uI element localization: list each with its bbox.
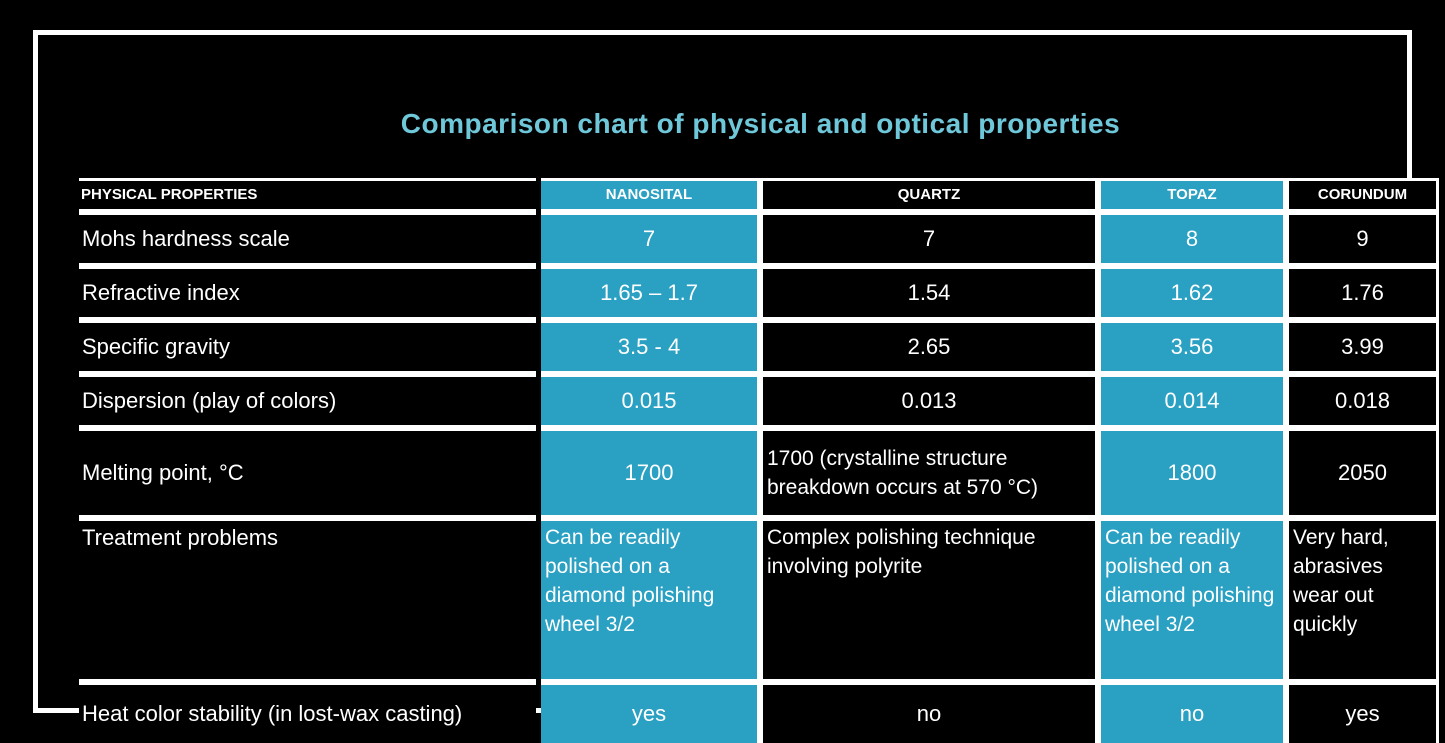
cell-dispersion-nanosital: 0.015 xyxy=(541,377,757,425)
column-header-nanosital: NANOSITAL xyxy=(541,181,757,209)
cell-treatment-quartz: Complex polishing technique involving po… xyxy=(763,521,1095,679)
cell-heatstability-topaz: no xyxy=(1101,685,1283,743)
cell-melting-topaz: 1800 xyxy=(1101,431,1283,515)
row-label-dispersion: Dispersion (play of colors) xyxy=(79,374,536,428)
column-header-physical-properties: PHYSICAL PROPERTIES xyxy=(79,178,536,212)
cell-refractive-nanosital: 1.65 – 1.7 xyxy=(541,269,757,317)
cell-heatstability-quartz: no xyxy=(763,685,1095,743)
row-label-heat-color-stability: Heat color stability (in lost-wax castin… xyxy=(79,682,536,743)
cell-dispersion-topaz: 0.014 xyxy=(1101,377,1283,425)
page-title: Comparison chart of physical and optical… xyxy=(400,108,1121,139)
property-labels-column: PHYSICAL PROPERTIES Mohs hardness scale … xyxy=(79,178,536,743)
cell-gravity-corundum: 3.99 xyxy=(1289,323,1436,371)
row-label-mohs-hardness: Mohs hardness scale xyxy=(79,212,536,266)
column-header-topaz: TOPAZ xyxy=(1101,181,1283,209)
cell-mohs-corundum: 9 xyxy=(1289,215,1436,263)
cell-mohs-topaz: 8 xyxy=(1101,215,1283,263)
column-header-quartz: QUARTZ xyxy=(763,181,1095,209)
cell-melting-nanosital: 1700 xyxy=(541,431,757,515)
values-grid: NANOSITAL QUARTZ TOPAZ CORUNDUM 7 7 8 9 … xyxy=(541,178,1439,743)
cell-refractive-corundum: 1.76 xyxy=(1289,269,1436,317)
cell-dispersion-quartz: 0.013 xyxy=(763,377,1095,425)
table-frame: Comparison chart of physical and optical… xyxy=(33,30,1439,743)
cell-refractive-topaz: 1.62 xyxy=(1101,269,1283,317)
cell-melting-quartz: 1700 (crystalline structure breakdown oc… xyxy=(763,431,1095,515)
cell-refractive-quartz: 1.54 xyxy=(763,269,1095,317)
cell-gravity-quartz: 2.65 xyxy=(763,323,1095,371)
cell-gravity-topaz: 3.56 xyxy=(1101,323,1283,371)
cell-gravity-nanosital: 3.5 - 4 xyxy=(541,323,757,371)
row-label-melting-point: Melting point, °C xyxy=(79,428,536,518)
cell-treatment-topaz: Can be readily polished on a diamond pol… xyxy=(1101,521,1283,679)
row-label-refractive-index: Refractive index xyxy=(79,266,536,320)
title-area: Comparison chart of physical and optical… xyxy=(76,70,1445,178)
cell-heatstability-nanosital: yes xyxy=(541,685,757,743)
cell-dispersion-corundum: 0.018 xyxy=(1289,377,1436,425)
column-header-corundum: CORUNDUM xyxy=(1289,181,1436,209)
cell-treatment-corundum: Very hard, abrasives wear out quickly xyxy=(1289,521,1436,679)
cell-heatstability-corundum: yes xyxy=(1289,685,1436,743)
cell-mohs-nanosital: 7 xyxy=(541,215,757,263)
cell-melting-corundum: 2050 xyxy=(1289,431,1436,515)
cell-treatment-nanosital: Can be readily polished on a diamond pol… xyxy=(541,521,757,679)
row-label-specific-gravity: Specific gravity xyxy=(79,320,536,374)
cell-mohs-quartz: 7 xyxy=(763,215,1095,263)
row-label-treatment-problems: Treatment problems xyxy=(79,518,536,682)
